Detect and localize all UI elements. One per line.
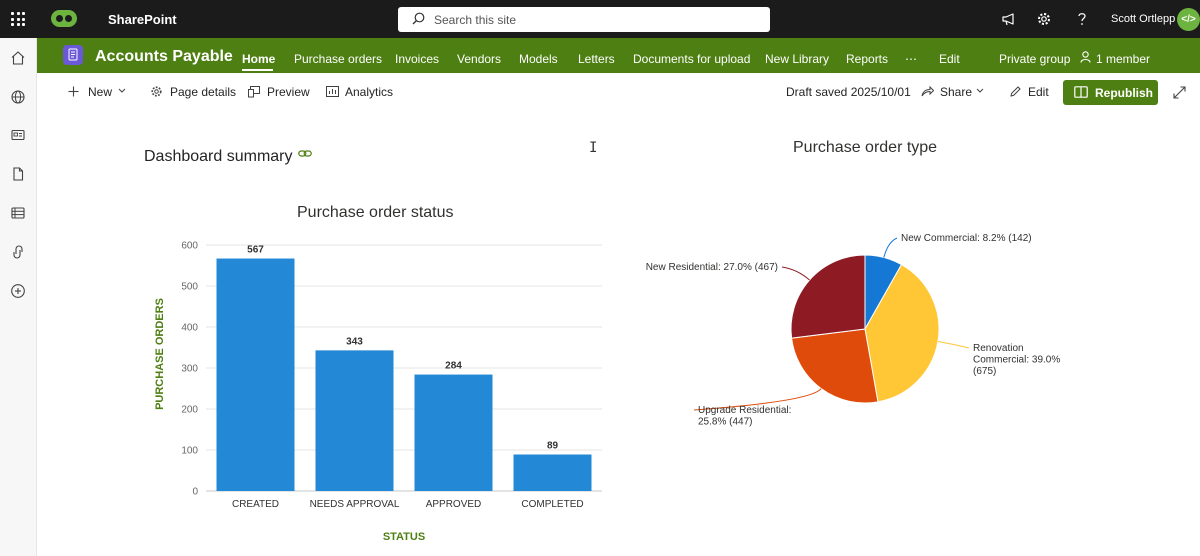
nav-documents-for-upload[interactable]: Documents for upload (633, 52, 751, 66)
home-icon[interactable] (10, 50, 26, 66)
nav-more[interactable]: ⋯ (905, 52, 917, 66)
pie-leader-line (693, 388, 822, 411)
bar-data-label: 567 (247, 245, 264, 256)
site-logo-icon (68, 48, 78, 61)
privacy-label: Private group (999, 52, 1071, 66)
y-tick-label: 200 (181, 405, 198, 416)
site-title[interactable]: Accounts Payable (95, 48, 233, 65)
link-icon[interactable] (298, 149, 312, 159)
y-axis-title: PURCHASE ORDERS (154, 298, 166, 410)
file-icon[interactable] (10, 166, 26, 182)
user-name[interactable]: Scott Ortlepp (1111, 13, 1176, 25)
chevron-down-icon[interactable] (118, 88, 126, 94)
pie-data-label: Renovation Commercial: 39.0% (675) (973, 343, 1060, 377)
edit-button[interactable]: Edit (1028, 85, 1049, 99)
share-button[interactable]: Share (940, 85, 973, 99)
globe-icon[interactable] (10, 89, 26, 105)
nav-new-library[interactable]: New Library (765, 52, 830, 66)
x-tick-label: CREATED (232, 499, 279, 510)
bar-data-label: 284 (445, 361, 462, 372)
bar-chart: 0 100 200 300 400 500 600 567 CREATED 343 NEEDS AP… (154, 241, 602, 543)
nav-models[interactable]: Models (519, 52, 558, 66)
app-name[interactable]: SharePoint (108, 12, 177, 27)
pie-slice[interactable] (791, 328, 879, 404)
nav-reports[interactable]: Reports (846, 52, 889, 66)
bar-approved[interactable] (414, 374, 493, 491)
search-input[interactable] (434, 10, 754, 29)
y-tick-label: 100 (181, 446, 198, 457)
pie-data-label: New Commercial: 8.2% (142) (901, 233, 1032, 244)
suite-bar: SharePoint Scott Ortlepp </> (0, 0, 1200, 38)
pie-slice[interactable] (790, 254, 866, 339)
nav-home[interactable]: Home (242, 52, 276, 66)
pie-leader-line (781, 266, 810, 281)
analytics-icon (326, 86, 339, 97)
gear-icon[interactable] (1036, 11, 1052, 27)
megaphone-icon[interactable] (1001, 11, 1017, 27)
left-rail (0, 38, 37, 556)
gear-icon (151, 86, 162, 97)
new-button[interactable]: New (88, 85, 113, 99)
nav-vendors[interactable]: Vendors (457, 52, 502, 66)
share-icon (921, 85, 934, 97)
pie-data-label: Upgrade Residential: 25.8% (447) (698, 405, 791, 428)
expand-icon[interactable] (1173, 86, 1186, 99)
bar-completed[interactable] (513, 454, 592, 491)
nav-edit[interactable]: Edit (939, 52, 960, 66)
help-icon[interactable] (1074, 11, 1090, 27)
bar-data-label: 343 (346, 336, 363, 347)
y-tick-label: 600 (181, 241, 198, 252)
person-icon (1080, 51, 1091, 63)
plus-icon (68, 86, 79, 97)
list-icon[interactable] (10, 205, 26, 221)
org-logo[interactable] (51, 10, 77, 27)
pie-chart-title: Purchase order type (793, 139, 938, 156)
add-icon[interactable] (10, 283, 26, 299)
y-tick-label: 300 (181, 364, 198, 375)
x-axis-title: STATUS (383, 531, 425, 543)
republish-button[interactable]: Republish (1063, 80, 1158, 105)
nav-letters[interactable]: Letters (578, 52, 615, 66)
republish-label: Republish (1095, 86, 1154, 100)
x-tick-label: NEEDS APPROVAL (310, 499, 400, 510)
draft-status: Draft saved 2025/10/01 (786, 85, 911, 99)
app-launcher-icon[interactable] (11, 12, 25, 26)
bar-created[interactable] (216, 258, 295, 491)
nav-active-indicator (242, 69, 273, 71)
search-icon (412, 12, 425, 25)
pie-leader-line (937, 341, 970, 349)
text-cursor: I (589, 140, 598, 156)
book-icon (1074, 86, 1088, 98)
y-tick-label: 0 (192, 487, 198, 498)
y-tick-label: 400 (181, 323, 198, 334)
bar-chart-title: Purchase order status (297, 204, 454, 221)
pie-chart: New Commercial: 8.2% (142) Renovation Comm… (646, 233, 1061, 428)
nav-purchase-orders[interactable]: Purchase orders (294, 52, 383, 66)
nav-invoices[interactable]: Invoices (395, 52, 440, 66)
pie-data-label: New Residential: 27.0% (467) (646, 262, 778, 273)
pie-leader-line (883, 237, 898, 258)
preview-icon (248, 86, 260, 98)
y-tick-label: 500 (181, 282, 198, 293)
page-details-button[interactable]: Page details (170, 85, 237, 99)
pie-slice[interactable] (864, 263, 940, 403)
members-button[interactable]: 1 member (1096, 52, 1151, 66)
site-logo[interactable] (63, 45, 83, 65)
loop-icon[interactable] (10, 244, 26, 260)
x-tick-label: COMPLETED (521, 499, 583, 510)
section-title: Dashboard summary (144, 148, 293, 165)
analytics-button[interactable]: Analytics (345, 85, 394, 99)
site-header: Accounts Payable Home Purchase orders In… (37, 38, 1200, 73)
code-icon[interactable]: </> (1177, 8, 1200, 31)
chevron-down-icon[interactable] (976, 88, 984, 94)
bar-needs-approval[interactable] (315, 350, 394, 491)
pencil-icon (1010, 86, 1021, 97)
preview-button[interactable]: Preview (267, 85, 310, 99)
x-tick-label: APPROVED (426, 499, 482, 510)
news-icon[interactable] (10, 127, 26, 143)
search-box[interactable] (398, 7, 770, 32)
bar-data-label: 89 (547, 441, 559, 452)
